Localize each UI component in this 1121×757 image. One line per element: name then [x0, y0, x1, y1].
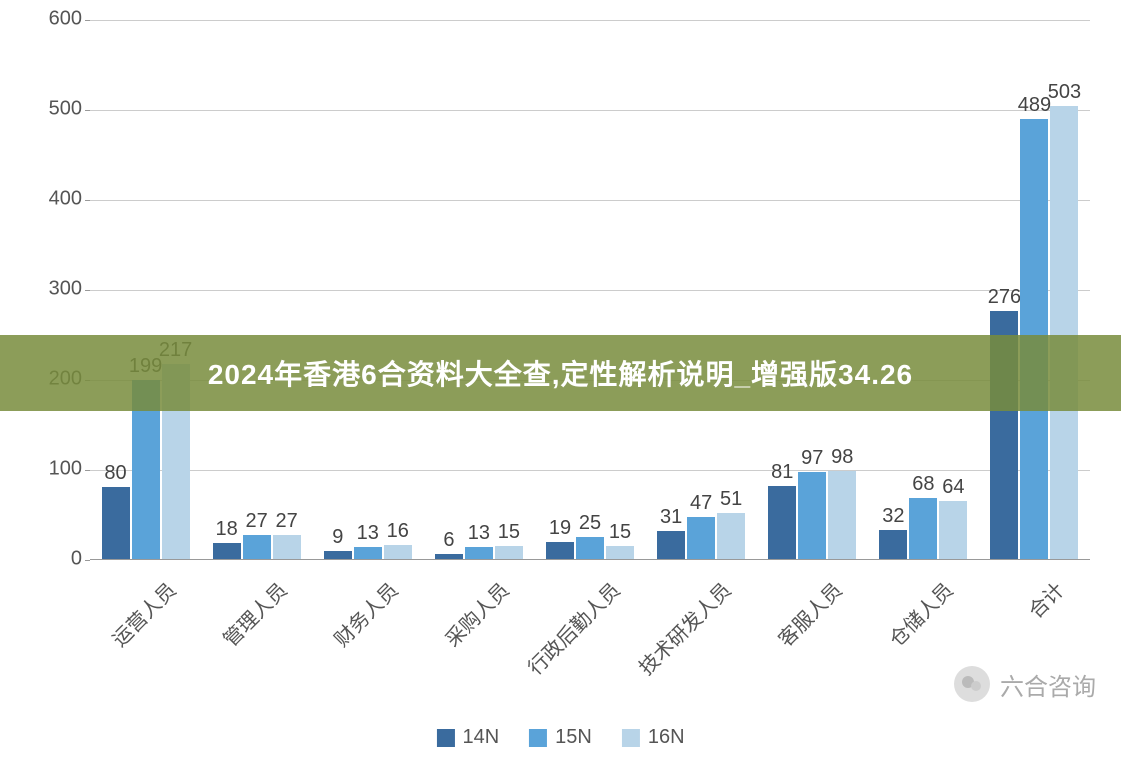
- bar: 64: [939, 501, 967, 559]
- x-axis-labels: 运营人员管理人员财务人员采购人员行政后勤人员技术研发人员客服人员仓储人员合计: [90, 565, 1090, 665]
- bar: 16: [384, 545, 412, 559]
- bar: 98: [828, 471, 856, 559]
- bar: 15: [495, 546, 523, 560]
- bar-value-label: 81: [771, 461, 793, 484]
- watermark: 六合咨询: [954, 666, 1096, 702]
- bar: 13: [354, 547, 382, 559]
- bar-group: 61315: [435, 546, 523, 560]
- bar-group: 819798: [768, 471, 856, 559]
- bar-value-label: 16: [387, 520, 409, 543]
- legend-item: 16N: [622, 726, 685, 749]
- bar-group: 276489503: [990, 106, 1078, 559]
- y-tick-label: 0: [71, 548, 82, 571]
- x-axis-label: 技术研发人员: [631, 575, 736, 680]
- bar: 18: [213, 543, 241, 559]
- overlay-text: 2024年香港6合资料大全查,定性解析说明_增强版34.26: [208, 359, 913, 390]
- bar-value-label: 47: [690, 492, 712, 515]
- overlay-banner: 2024年香港6合资料大全查,定性解析说明_增强版34.26: [0, 335, 1121, 411]
- bar-value-label: 32: [882, 505, 904, 528]
- bar-value-label: 13: [357, 522, 379, 545]
- bar: 9: [324, 551, 352, 559]
- legend-label: 14N: [462, 726, 499, 749]
- bar-value-label: 18: [216, 518, 238, 541]
- bar-value-label: 80: [104, 462, 126, 485]
- bar-value-label: 19: [549, 517, 571, 540]
- bar: 6: [435, 554, 463, 559]
- bar: 19: [546, 542, 574, 559]
- bar: 32: [879, 530, 907, 559]
- bar-value-label: 15: [609, 521, 631, 544]
- bar: 51: [717, 513, 745, 559]
- bar: 80: [102, 487, 130, 559]
- bar-value-label: 25: [579, 512, 601, 535]
- bar-value-label: 13: [468, 522, 490, 545]
- bar-value-label: 68: [912, 473, 934, 496]
- legend-swatch: [622, 729, 640, 747]
- legend-label: 15N: [555, 726, 592, 749]
- bar: 81: [768, 486, 796, 559]
- bar-value-label: 276: [988, 286, 1021, 309]
- bar: 13: [465, 547, 493, 559]
- x-axis-label: 客服人员: [771, 575, 848, 652]
- bar-group: 91316: [324, 545, 412, 559]
- bar: 25: [576, 537, 604, 560]
- watermark-text: 六合咨询: [1000, 667, 1096, 702]
- bar-value-label: 27: [246, 510, 268, 533]
- bar: 97: [798, 472, 826, 559]
- bar: 31: [657, 531, 685, 559]
- bar-value-label: 6: [443, 529, 454, 552]
- bar: 47: [687, 517, 715, 559]
- bar-value-label: 27: [276, 510, 298, 533]
- plot-area: 0100200300400500600 80199217182727913166…: [90, 20, 1090, 560]
- bar: 503: [1050, 106, 1078, 559]
- legend-label: 16N: [648, 726, 685, 749]
- y-tick-label: 600: [49, 8, 82, 31]
- x-axis-label: 管理人员: [215, 575, 292, 652]
- bar-group: 192515: [546, 537, 634, 560]
- legend-item: 15N: [529, 726, 592, 749]
- bar: 27: [243, 535, 271, 559]
- bar-value-label: 9: [332, 526, 343, 549]
- bar-value-label: 64: [942, 476, 964, 499]
- bar-group: 182727: [213, 535, 301, 559]
- bars-layer: 8019921718272791316613151925153147518197…: [90, 20, 1090, 559]
- x-axis-label: 采购人员: [437, 575, 514, 652]
- y-tick-label: 500: [49, 98, 82, 121]
- legend-swatch: [529, 729, 547, 747]
- legend: 14N 15N 16N: [436, 726, 684, 749]
- bar: 15: [606, 546, 634, 560]
- wechat-icon: [954, 666, 990, 702]
- bar-value-label: 489: [1018, 94, 1051, 117]
- bar-value-label: 97: [801, 447, 823, 470]
- bar-value-label: 503: [1048, 81, 1081, 104]
- y-tick-label: 400: [49, 188, 82, 211]
- y-tick-label: 100: [49, 458, 82, 481]
- x-axis-label: 行政后勤人员: [520, 575, 625, 680]
- x-axis-label: 运营人员: [104, 575, 181, 652]
- bar: 27: [273, 535, 301, 559]
- bar-value-label: 51: [720, 488, 742, 511]
- x-axis-label: 合计: [1021, 575, 1070, 624]
- bar-value-label: 15: [498, 521, 520, 544]
- bar: 68: [909, 498, 937, 559]
- legend-item: 14N: [436, 726, 499, 749]
- bar-value-label: 98: [831, 446, 853, 469]
- bar-group: 314751: [657, 513, 745, 559]
- x-axis-label: 仓储人员: [882, 575, 959, 652]
- x-axis-label: 财务人员: [326, 575, 403, 652]
- legend-swatch: [436, 729, 454, 747]
- bar-value-label: 31: [660, 506, 682, 529]
- bar-group: 326864: [879, 498, 967, 559]
- y-tick-label: 300: [49, 278, 82, 301]
